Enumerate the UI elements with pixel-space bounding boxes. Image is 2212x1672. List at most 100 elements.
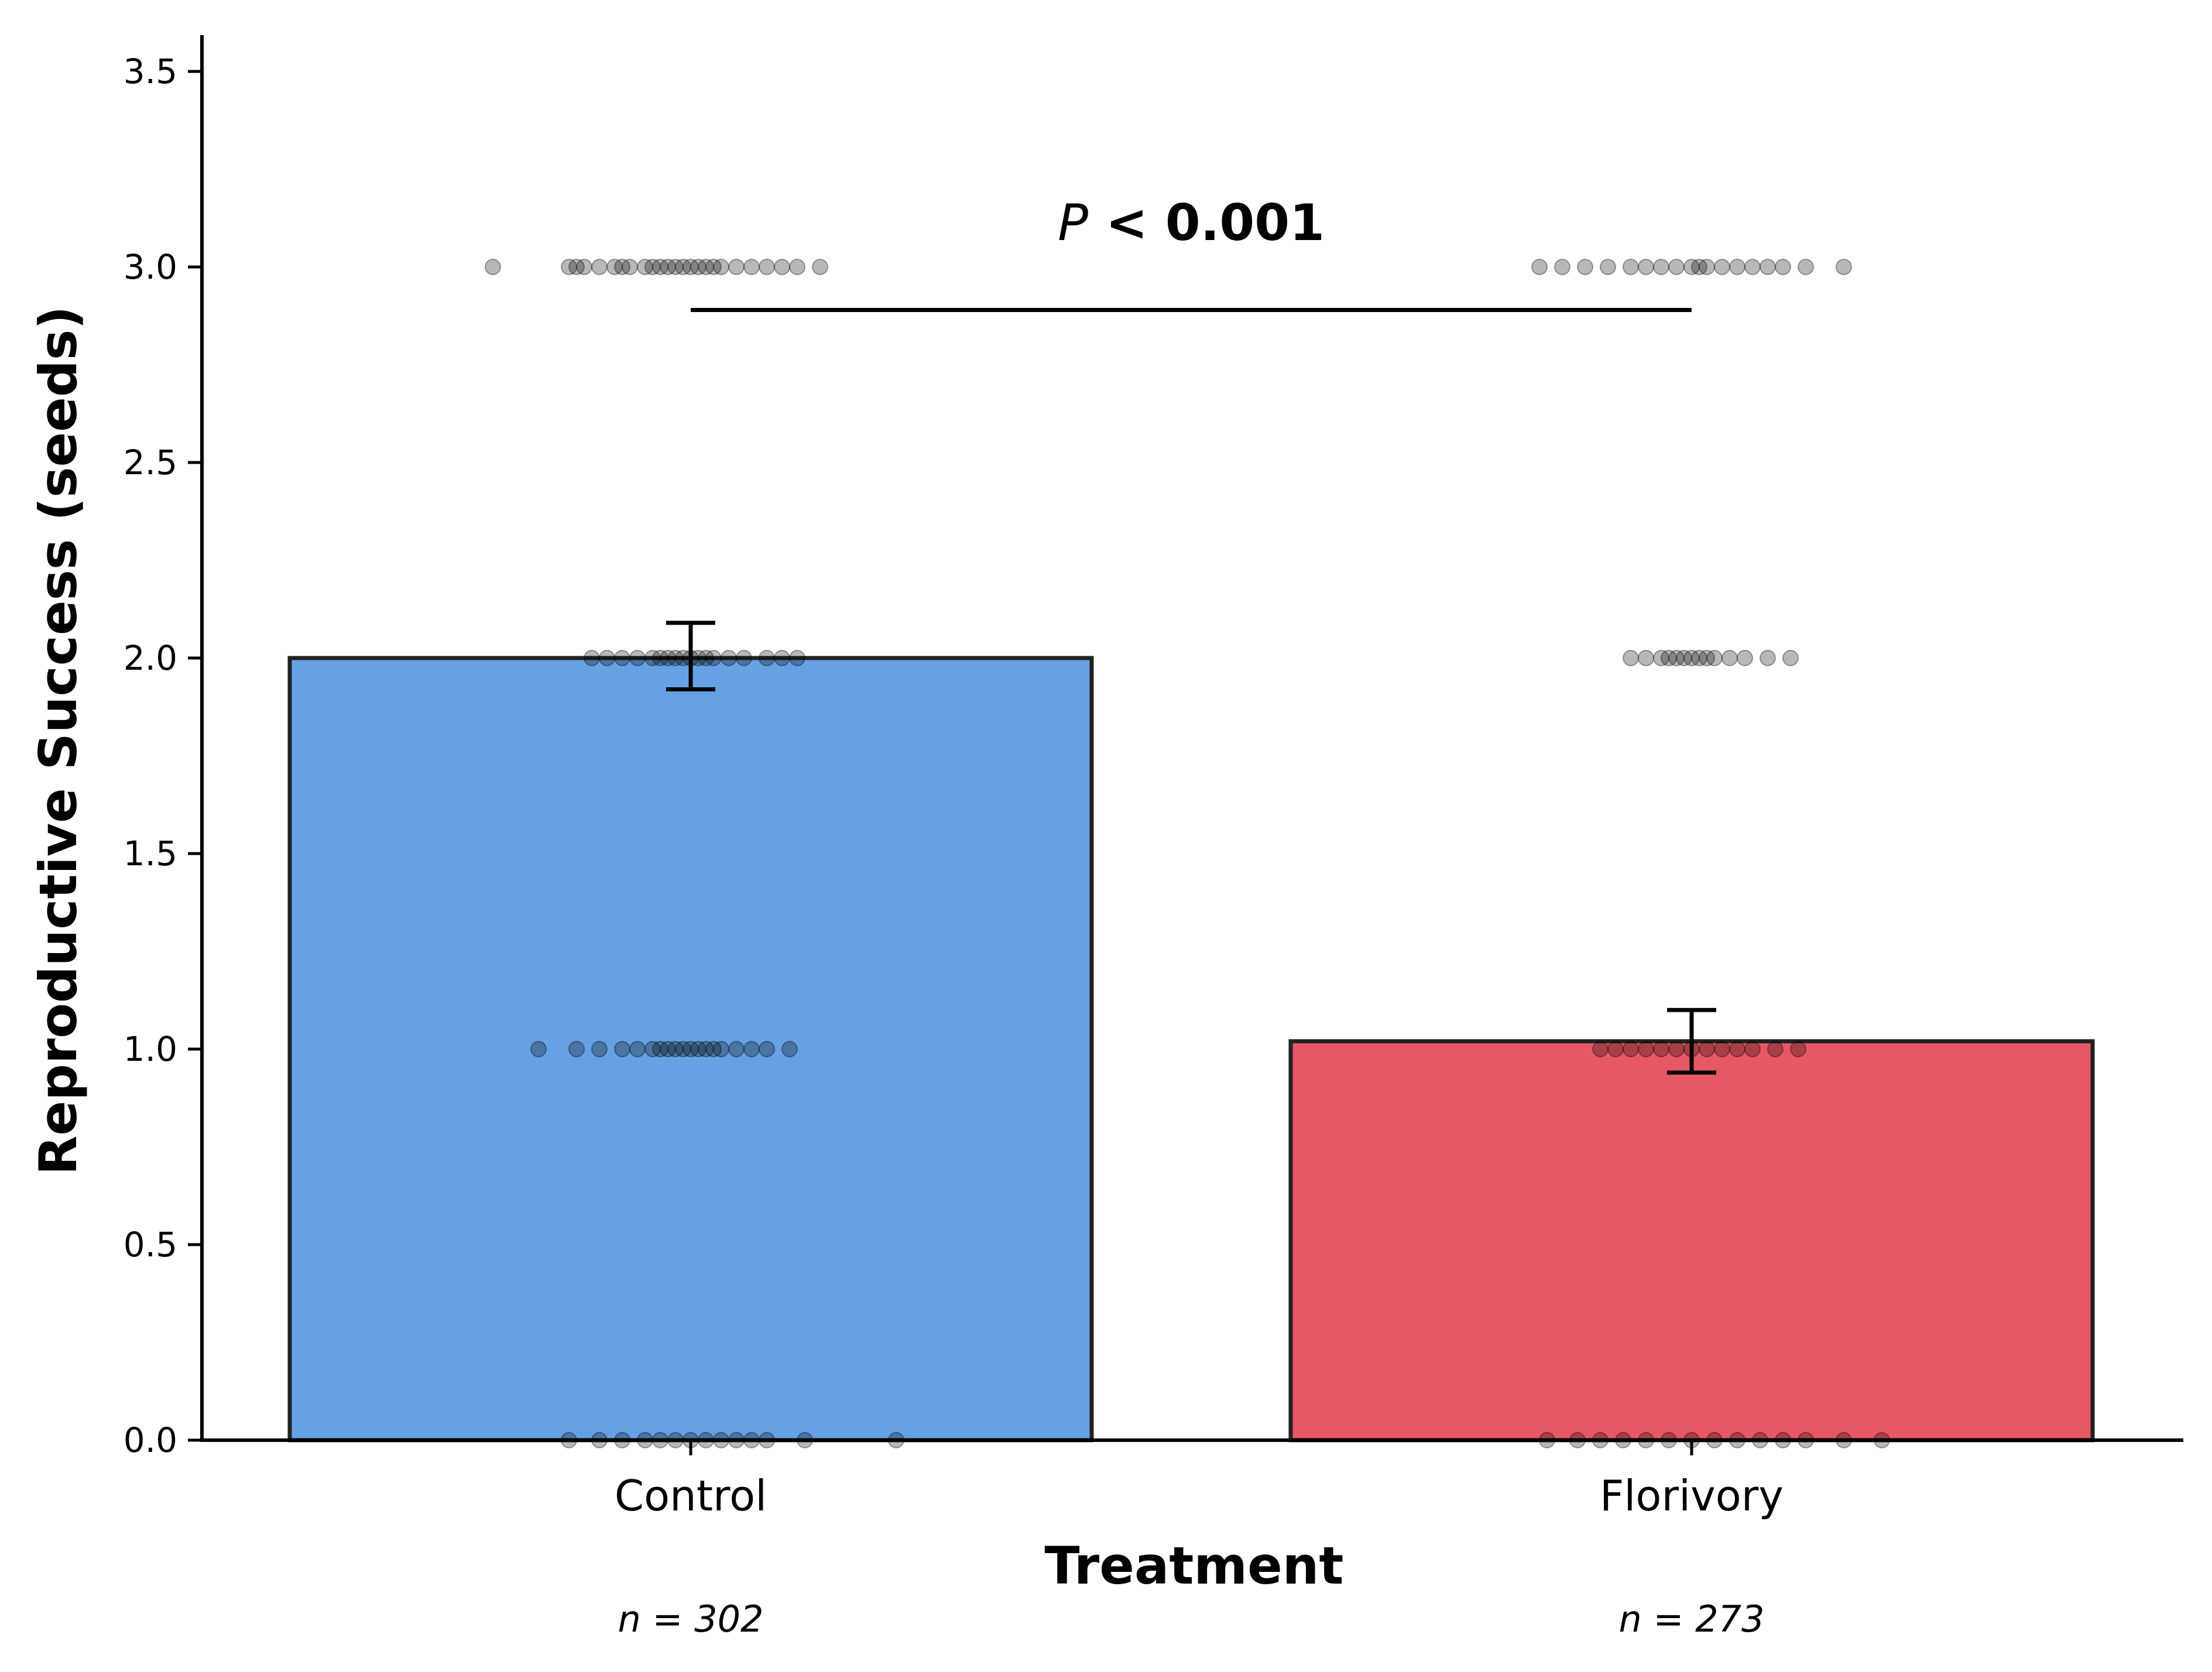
data-point-control bbox=[721, 650, 737, 666]
sample-size-control: n = 302 bbox=[618, 1598, 764, 1640]
data-point-control bbox=[614, 650, 630, 666]
data-point-control bbox=[644, 1041, 661, 1057]
data-point-control bbox=[781, 1041, 798, 1057]
data-point-florivory bbox=[1721, 650, 1738, 666]
data-point-control bbox=[743, 259, 760, 275]
data-point-florivory bbox=[1691, 650, 1707, 666]
data-point-control bbox=[759, 650, 775, 666]
data-point-control bbox=[705, 1041, 722, 1057]
bars-layer bbox=[287, 656, 2095, 1443]
y-tick-label: 3.5 bbox=[124, 52, 177, 91]
data-point-florivory bbox=[1676, 650, 1692, 666]
data-point-florivory bbox=[1653, 650, 1669, 666]
data-point-control bbox=[652, 650, 668, 666]
data-point-control bbox=[683, 259, 699, 275]
data-point-florivory bbox=[1706, 650, 1723, 666]
data-point-control bbox=[774, 650, 790, 666]
data-point-control bbox=[644, 259, 661, 275]
data-point-florivory bbox=[1760, 259, 1776, 275]
data-point-florivory bbox=[1691, 259, 1707, 275]
data-point-florivory bbox=[1729, 1041, 1745, 1057]
data-point-control bbox=[576, 259, 592, 275]
data-point-florivory bbox=[1653, 1041, 1669, 1057]
data-point-control bbox=[667, 650, 684, 666]
data-point-control bbox=[652, 1041, 668, 1057]
data-point-control bbox=[759, 259, 775, 275]
data-point-florivory bbox=[1577, 259, 1593, 275]
data-point-control bbox=[698, 650, 714, 666]
data-point-florivory bbox=[1760, 650, 1776, 666]
data-point-control bbox=[660, 650, 676, 666]
data-point-florivory bbox=[1668, 650, 1685, 666]
data-point-control bbox=[736, 650, 752, 666]
data-point-florivory bbox=[1623, 650, 1639, 666]
p-symbol: P bbox=[1058, 194, 1088, 252]
data-point-control bbox=[637, 259, 653, 275]
y-tick-label: 0.0 bbox=[124, 1420, 177, 1460]
significance-label: P < 0.001 bbox=[1058, 194, 1325, 252]
data-point-control bbox=[812, 259, 828, 275]
y-axis-title: Reproductive Success (seeds) bbox=[28, 306, 88, 1176]
p-value: < 0.001 bbox=[1088, 194, 1325, 252]
data-point-control bbox=[591, 259, 608, 275]
data-point-control bbox=[644, 650, 661, 666]
data-point-control bbox=[591, 1041, 608, 1057]
data-point-control bbox=[789, 259, 805, 275]
data-point-control bbox=[622, 259, 638, 275]
bar-florivory bbox=[1288, 1039, 2095, 1443]
x-tick-label-florivory: Florivory bbox=[1600, 1471, 1784, 1520]
data-point-control bbox=[485, 259, 501, 275]
data-point-florivory bbox=[1699, 650, 1715, 666]
data-point-florivory bbox=[1653, 259, 1669, 275]
data-point-florivory bbox=[1600, 259, 1616, 275]
x-axis-title: Treatment bbox=[1045, 1536, 1344, 1596]
data-point-florivory bbox=[1729, 259, 1745, 275]
data-point-control bbox=[530, 1041, 547, 1057]
data-point-florivory bbox=[1638, 1041, 1654, 1057]
data-point-florivory bbox=[1668, 1041, 1685, 1057]
data-point-control bbox=[705, 650, 722, 666]
data-point-control bbox=[675, 1041, 691, 1057]
data-point-florivory bbox=[1683, 650, 1700, 666]
data-point-florivory bbox=[1623, 1041, 1639, 1057]
data-point-florivory bbox=[1790, 1041, 1806, 1057]
data-point-control bbox=[690, 259, 707, 275]
y-tick-label: 2.0 bbox=[124, 638, 177, 678]
data-point-control bbox=[584, 650, 600, 666]
data-point-control bbox=[660, 259, 676, 275]
data-point-control bbox=[683, 1041, 699, 1057]
data-point-florivory bbox=[1744, 1041, 1761, 1057]
data-point-florivory bbox=[1714, 1041, 1730, 1057]
data-point-control bbox=[660, 1041, 676, 1057]
bar-control bbox=[287, 656, 1094, 1443]
data-point-control bbox=[713, 1041, 729, 1057]
data-point-florivory bbox=[1836, 259, 1852, 275]
data-point-florivory bbox=[1592, 1041, 1609, 1057]
x-tick-label-control: Control bbox=[615, 1471, 767, 1520]
data-point-control bbox=[698, 259, 714, 275]
data-point-control bbox=[629, 650, 646, 666]
data-point-florivory bbox=[1699, 1041, 1715, 1057]
data-point-florivory bbox=[1775, 259, 1791, 275]
data-point-control bbox=[667, 1041, 684, 1057]
data-point-control bbox=[675, 259, 691, 275]
data-point-control bbox=[728, 259, 745, 275]
y-tick-label: 1.0 bbox=[124, 1029, 177, 1069]
data-point-control bbox=[606, 259, 623, 275]
data-point-florivory bbox=[1767, 1041, 1784, 1057]
data-point-control bbox=[614, 259, 630, 275]
data-point-control bbox=[698, 1041, 714, 1057]
data-point-florivory bbox=[1554, 259, 1570, 275]
y-tick-label: 3.0 bbox=[124, 247, 177, 287]
data-point-control bbox=[667, 259, 684, 275]
data-point-control bbox=[561, 259, 577, 275]
data-point-control bbox=[629, 1041, 646, 1057]
data-point-florivory bbox=[1623, 259, 1639, 275]
data-point-control bbox=[774, 259, 790, 275]
data-point-florivory bbox=[1744, 259, 1761, 275]
data-point-control bbox=[713, 259, 729, 275]
data-point-florivory bbox=[1737, 650, 1753, 666]
data-point-control bbox=[568, 259, 585, 275]
data-point-control bbox=[599, 650, 615, 666]
